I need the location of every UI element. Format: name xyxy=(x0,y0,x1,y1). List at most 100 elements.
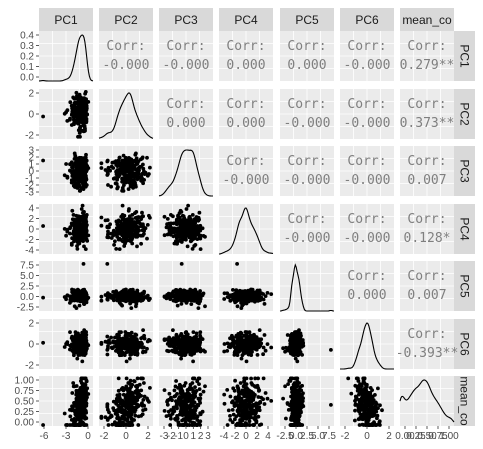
scatter-point xyxy=(142,232,146,236)
scatter-point xyxy=(68,168,72,173)
scatter-point xyxy=(192,229,197,233)
scatter-point xyxy=(127,214,132,219)
scatter-point xyxy=(99,294,104,299)
scatter-point xyxy=(113,181,118,186)
scatter-point xyxy=(265,291,270,295)
scatter-point xyxy=(120,230,124,235)
scatter-point xyxy=(81,235,86,239)
scatter-point xyxy=(135,294,140,299)
scatter-point xyxy=(84,214,88,219)
scatter-point xyxy=(197,294,202,299)
scatter-point xyxy=(124,161,128,166)
scatter-point xyxy=(293,341,298,346)
scatter-point xyxy=(148,215,152,220)
scatter-point xyxy=(78,409,83,413)
scatter-point xyxy=(64,162,68,166)
scatter-point xyxy=(106,293,111,298)
scatter-point xyxy=(78,161,83,166)
scatter-point xyxy=(80,218,85,223)
scatter-point xyxy=(247,345,252,349)
scatter-point xyxy=(174,289,179,294)
scatter-point xyxy=(183,353,187,357)
scatter-point xyxy=(119,353,124,357)
scatter-point xyxy=(142,169,146,174)
scatter-point xyxy=(105,262,110,266)
scatter-point xyxy=(139,394,144,398)
scatter-point xyxy=(262,302,267,306)
scatter-point xyxy=(178,224,183,229)
scatter-point xyxy=(99,166,104,170)
scatter-point xyxy=(105,297,110,302)
scatter-point xyxy=(114,232,118,237)
scatter-point xyxy=(128,239,133,244)
scatter-point xyxy=(117,395,122,400)
strip-right-label: PC1 xyxy=(458,44,472,68)
scatter-point xyxy=(257,328,262,332)
scatter-point xyxy=(81,210,85,215)
scatter-point xyxy=(84,347,89,352)
scatter-point xyxy=(124,384,129,389)
scatter-point xyxy=(133,234,138,238)
scatter-point xyxy=(165,232,170,237)
scatter-point xyxy=(129,342,134,347)
scatter-point xyxy=(176,235,181,239)
scatter-point xyxy=(41,423,45,427)
scatter-point xyxy=(81,414,86,418)
scatter-point xyxy=(120,162,125,167)
scatter-point xyxy=(135,299,140,303)
scatter-point xyxy=(77,303,82,308)
scatter-point xyxy=(128,178,133,183)
scatter-point xyxy=(119,405,124,409)
scatter-point xyxy=(78,233,83,238)
scatter-point xyxy=(111,233,116,238)
scatter-point xyxy=(139,241,144,246)
scatter-point xyxy=(126,414,131,418)
scatter-point xyxy=(245,340,250,345)
scatter-point xyxy=(187,340,192,345)
scatter-point xyxy=(165,398,170,403)
scatter-point xyxy=(123,396,128,401)
scatter-point xyxy=(237,338,242,342)
scatter-point xyxy=(135,383,140,388)
scatter-point xyxy=(179,356,184,361)
scatter-point xyxy=(292,353,297,357)
scatter-point xyxy=(162,388,167,392)
scatter-point xyxy=(78,228,83,233)
scatter-point xyxy=(122,218,127,223)
scatter-point xyxy=(133,413,138,418)
scatter-point xyxy=(123,174,128,179)
scatter-point xyxy=(142,289,147,294)
panel-2-5 xyxy=(340,146,394,196)
scatter-point xyxy=(71,381,76,385)
scatter-point xyxy=(41,114,45,119)
scatter-point xyxy=(171,344,176,349)
scatter-point xyxy=(139,336,144,341)
scatter-point xyxy=(190,247,195,251)
panel-1-4 xyxy=(280,89,334,139)
strip-top-5 xyxy=(340,8,394,31)
scatter-point xyxy=(120,416,124,421)
scatter-point xyxy=(142,178,147,182)
strip-right-5 xyxy=(454,319,475,369)
scatter-point xyxy=(74,295,79,299)
scatter-point xyxy=(162,233,167,238)
scatter-point xyxy=(84,152,88,157)
scatter-point xyxy=(191,236,196,241)
scatter-point xyxy=(228,298,233,303)
scatter-point xyxy=(179,407,184,411)
panel-5-4 xyxy=(280,319,334,369)
scatter-point xyxy=(129,174,134,179)
scatter-point xyxy=(135,351,140,356)
strip-top-label: PC4 xyxy=(234,13,258,27)
scatter-point xyxy=(148,165,152,170)
scatter-point xyxy=(187,386,192,390)
scatter-point xyxy=(296,353,300,358)
scatter-point xyxy=(78,403,83,408)
scatter-point xyxy=(78,178,83,182)
scatter-point xyxy=(120,345,124,350)
scatter-point xyxy=(257,344,262,349)
scatter-point xyxy=(136,166,141,170)
strip-top-label: PC2 xyxy=(114,13,138,27)
scatter-point xyxy=(120,203,125,208)
